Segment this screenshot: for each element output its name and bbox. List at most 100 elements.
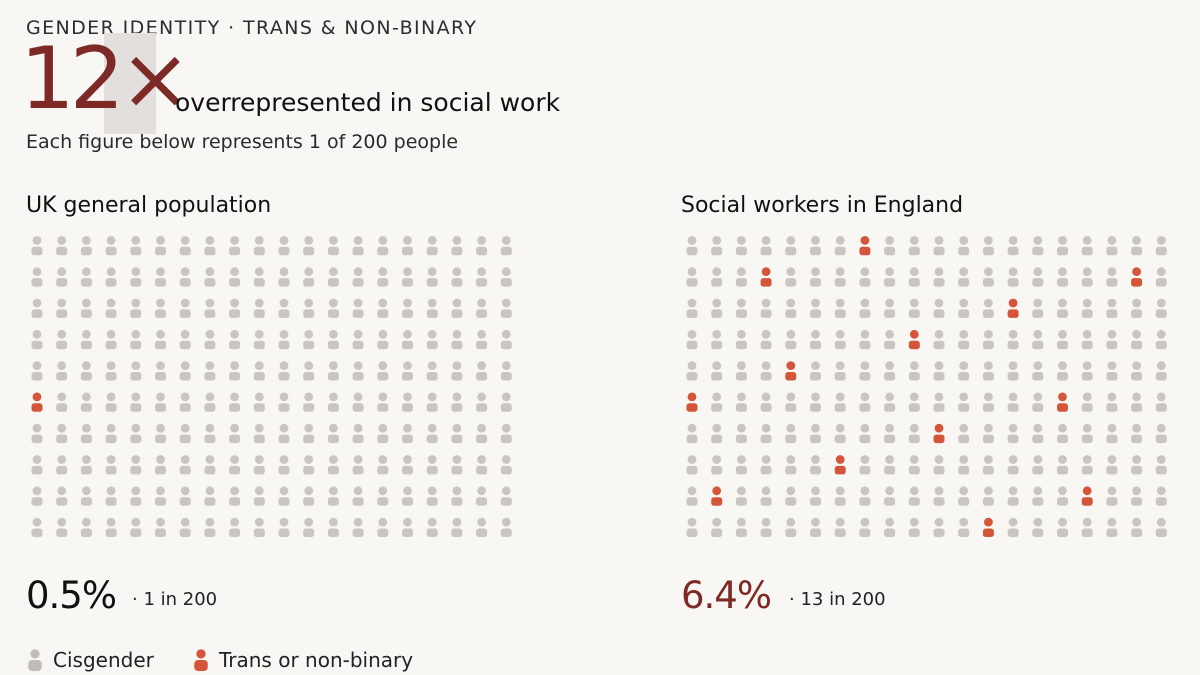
person-figure-cisgender: [500, 236, 512, 256]
person-figure-cisgender: [253, 423, 265, 444]
person-figure-cisgender: [105, 392, 117, 412]
person-figure-cisgender: [1007, 423, 1019, 444]
person-figure-cisgender: [933, 361, 945, 381]
person-figure-cisgender: [303, 392, 315, 412]
person-figure-cisgender: [278, 361, 290, 381]
person-figure-cisgender: [884, 392, 896, 412]
person-figure-cisgender: [785, 486, 797, 506]
person-figure-cisgender: [1106, 392, 1118, 412]
person-figure-cisgender: [56, 423, 68, 444]
person-figure-cisgender: [1057, 329, 1068, 350]
person-figure-cisgender: [476, 455, 488, 475]
person-figure-cisgender: [1007, 329, 1019, 350]
person-figure-cisgender: [179, 329, 191, 350]
person-figure-cisgender: [451, 392, 463, 412]
person-figure-cisgender: [352, 423, 364, 444]
person-figure-cisgender: [130, 361, 142, 381]
person-figure-cisgender: [859, 267, 871, 287]
person-figure-cisgender: [1057, 267, 1068, 287]
person-figure-cisgender: [377, 267, 389, 287]
person-figure-cisgender: [31, 517, 43, 537]
person-figure-cisgender: [785, 298, 797, 318]
person-figure-cisgender: [130, 267, 142, 287]
person-figure-cisgender: [426, 329, 438, 350]
person-figure-cisgender: [1155, 267, 1167, 287]
person-figure-cisgender: [1155, 329, 1167, 350]
person-figure-cisgender: [253, 267, 265, 287]
person-figure-cisgender: [31, 423, 43, 444]
legend-item-cisgender: Cisgender: [27, 648, 154, 672]
person-figure-cisgender: [80, 517, 92, 537]
person-figure-cisgender: [834, 329, 846, 350]
person-figure-cisgender: [711, 236, 723, 256]
person-figure-cisgender: [711, 392, 723, 412]
legend-label-trans: Trans or non-binary: [219, 648, 414, 672]
person-figure-cisgender: [1131, 517, 1143, 537]
person-figure-cisgender: [105, 298, 117, 318]
person-figure-cisgender: [278, 298, 290, 318]
person-figure-cisgender: [711, 267, 723, 287]
person-figure-cisgender: [204, 236, 216, 256]
person-figure-cisgender: [1032, 329, 1044, 350]
person-figure-cisgender: [500, 517, 512, 537]
person-figure-cisgender: [908, 236, 920, 256]
person-figure-cisgender: [1057, 486, 1068, 506]
person-figure-cisgender: [982, 236, 994, 256]
person-figure-cisgender: [859, 423, 871, 444]
person-figure-cisgender: [908, 423, 920, 444]
person-figure-cisgender: [884, 361, 896, 381]
person-figure-cisgender: [982, 392, 994, 412]
person-figure-cisgender: [229, 236, 241, 256]
headline-multiplier: 12×: [20, 29, 191, 129]
person-figure-cisgender: [179, 455, 191, 475]
person-figure-cisgender: [884, 298, 896, 318]
person-figure-cisgender: [735, 455, 747, 475]
person-figure-cisgender: [1032, 455, 1044, 475]
person-figure-cisgender: [1007, 267, 1019, 287]
person-figure-cisgender: [933, 392, 945, 412]
person-figure-cisgender: [229, 455, 241, 475]
person-figure-cisgender: [451, 298, 463, 318]
person-figure-cisgender: [80, 361, 92, 381]
person-figure-cisgender: [352, 517, 364, 537]
person-figure-cisgender: [377, 236, 389, 256]
person-figure-cisgender: [402, 298, 413, 318]
person-figure-cisgender: [130, 392, 142, 412]
person-figure-cisgender: [155, 329, 166, 350]
person-figure-cisgender: [1106, 329, 1118, 350]
waffle-grid-uk-population: [31, 236, 512, 537]
person-figure-cisgender: [451, 423, 463, 444]
person-figure-cisgender: [785, 267, 797, 287]
person-figure-cisgender: [1131, 392, 1143, 412]
person-figure-cisgender: [810, 423, 821, 444]
person-figure-cisgender: [834, 517, 846, 537]
person-figure-cisgender: [1155, 455, 1167, 475]
person-figure-cisgender: [402, 486, 413, 506]
person-figure-cisgender: [500, 486, 512, 506]
person-figure-cisgender: [686, 455, 698, 475]
person-figure-cisgender: [500, 329, 512, 350]
person-figure-cisgender: [785, 517, 797, 537]
waffle-grid-social-workers: [686, 236, 1167, 537]
person-figure-cisgender: [56, 392, 68, 412]
person-figure-cisgender: [179, 423, 191, 444]
person-figure-cisgender: [352, 298, 364, 318]
person-figure-cisgender: [933, 486, 945, 506]
person-figure-cisgender: [31, 329, 43, 350]
headline-text: overrepresented in social work: [175, 88, 561, 117]
person-figure-cisgender: [402, 236, 413, 256]
chart-subtitle: Each figure below represents 1 of 200 pe…: [26, 131, 459, 153]
person-figure-cisgender: [884, 486, 896, 506]
person-figure-cisgender: [31, 236, 43, 256]
person-figure-cisgender: [426, 236, 438, 256]
person-figure-cisgender: [1081, 267, 1093, 287]
person-figure-cisgender: [352, 361, 364, 381]
person-figure-cisgender: [908, 517, 920, 537]
person-figure-cisgender: [426, 455, 438, 475]
person-figure-cisgender: [253, 392, 265, 412]
person-figure-cisgender: [253, 486, 265, 506]
person-figure-cisgender: [711, 517, 723, 537]
person-figure-cisgender: [377, 517, 389, 537]
person-figure-cisgender: [1081, 329, 1093, 350]
person-figure-trans: [1007, 298, 1019, 318]
